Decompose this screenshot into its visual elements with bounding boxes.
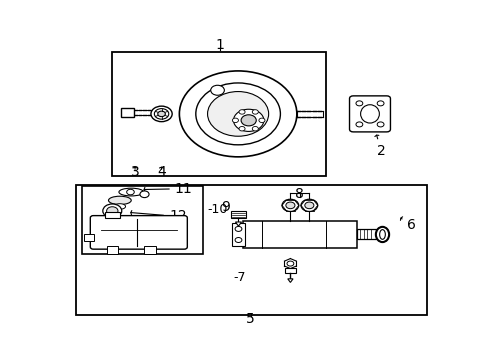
Bar [112, 51, 325, 176]
Text: 5: 5 [246, 312, 254, 326]
Circle shape [258, 118, 264, 122]
Bar [284, 268, 296, 273]
Circle shape [207, 91, 268, 136]
FancyBboxPatch shape [349, 96, 389, 132]
Circle shape [233, 109, 264, 131]
Bar [76, 185, 426, 315]
Circle shape [158, 111, 165, 117]
Bar [230, 211, 245, 218]
Bar [82, 186, 203, 254]
Circle shape [376, 101, 383, 106]
Text: 11: 11 [144, 182, 192, 196]
Text: 12: 12 [131, 210, 186, 224]
Bar [231, 223, 244, 246]
Circle shape [154, 109, 168, 119]
Bar [356, 229, 375, 239]
Circle shape [235, 238, 242, 243]
Bar [144, 246, 156, 254]
Circle shape [285, 202, 294, 209]
Bar [243, 221, 356, 248]
Circle shape [241, 115, 256, 126]
Ellipse shape [119, 188, 143, 196]
Circle shape [210, 85, 224, 95]
Circle shape [304, 202, 313, 209]
Circle shape [151, 106, 172, 122]
Text: -10: -10 [206, 203, 227, 216]
Circle shape [195, 83, 280, 145]
Bar [84, 234, 94, 242]
Bar [104, 212, 120, 218]
Text: 9: 9 [221, 200, 235, 216]
Polygon shape [235, 222, 241, 226]
Bar [106, 246, 118, 254]
Text: 2: 2 [374, 135, 385, 158]
Text: 8: 8 [295, 187, 304, 201]
Circle shape [376, 122, 383, 127]
Circle shape [232, 118, 238, 122]
Text: 1: 1 [215, 38, 224, 52]
Bar [121, 108, 134, 117]
Ellipse shape [375, 227, 388, 242]
Circle shape [140, 191, 149, 198]
Circle shape [355, 101, 362, 106]
Circle shape [252, 110, 258, 114]
Circle shape [252, 126, 258, 131]
Text: 3: 3 [130, 165, 139, 179]
Circle shape [102, 204, 122, 218]
Circle shape [355, 122, 362, 127]
Circle shape [239, 110, 244, 114]
Circle shape [126, 189, 134, 195]
Circle shape [106, 207, 118, 215]
Circle shape [235, 226, 242, 231]
Circle shape [179, 71, 296, 157]
Circle shape [286, 261, 293, 266]
Ellipse shape [379, 230, 385, 239]
Text: -7: -7 [233, 271, 245, 284]
Circle shape [239, 126, 244, 131]
Ellipse shape [108, 196, 131, 204]
Circle shape [301, 199, 317, 211]
Ellipse shape [360, 105, 379, 123]
Text: 6: 6 [400, 217, 415, 232]
Circle shape [282, 199, 298, 211]
Polygon shape [287, 279, 292, 283]
Ellipse shape [114, 204, 125, 209]
Text: 4: 4 [157, 165, 165, 179]
FancyBboxPatch shape [90, 216, 187, 249]
